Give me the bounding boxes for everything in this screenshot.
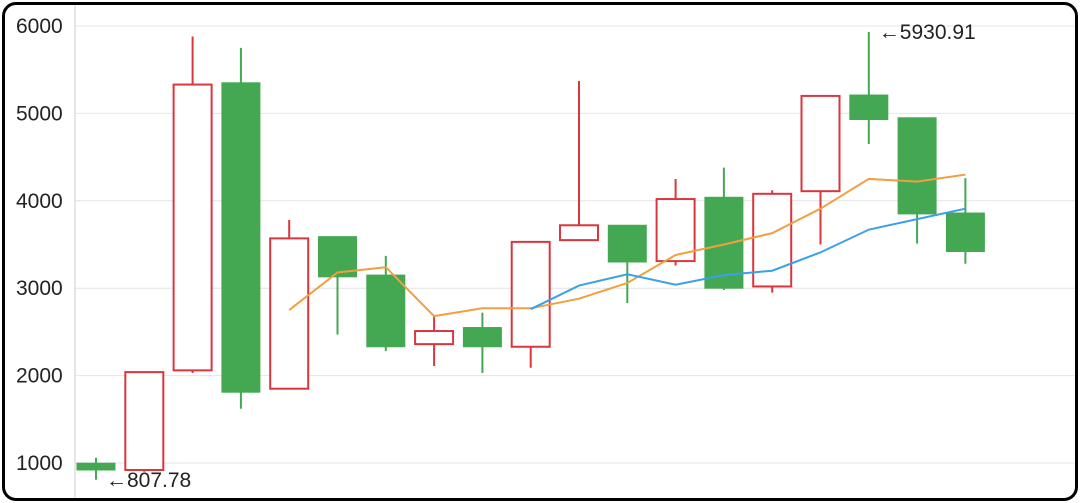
candle-up [510,240,551,368]
y-tick-label: 4000 [16,190,63,213]
extreme-value-label: ←5930.91 [879,21,976,44]
y-tick-label: 3000 [16,277,63,300]
candlestick-chart: 1000 2000 3000 4000 5000 6000 ←807.78 ←5930.91 [16,5,1075,498]
y-tick-label: 2000 [16,365,63,388]
candle-body [897,117,937,215]
candle-body [172,83,213,372]
candle-body [221,82,261,393]
moving-average-lines [288,173,966,318]
candle-down [366,255,406,352]
candle-down [704,167,744,290]
candle-body [849,94,889,121]
candle-up [752,190,793,293]
candle-body [124,371,165,471]
candle-down [76,457,116,480]
candle-up [800,94,841,245]
candle-body [366,274,406,348]
candle-down [849,32,889,144]
candle-body [559,224,599,242]
y-tick-label: 1000 [16,452,63,475]
candles [76,32,985,480]
moving-average-line [288,173,966,318]
candle-body [607,224,647,263]
moving-average-line [530,207,966,311]
candle-down [945,178,985,264]
extreme-value-label: ←807.78 [106,469,191,492]
candle-body [414,330,455,346]
candle-body [655,198,696,263]
candle-up [655,178,696,266]
candle-body [510,240,551,348]
candle-up [414,316,455,366]
candle-body [76,462,116,471]
annotations: ←807.78 ←5930.91 [106,21,976,492]
candle-up [172,36,213,373]
candle-body [945,212,985,252]
candle-body [462,327,502,348]
candle-down [221,47,261,409]
candle-body [269,237,310,390]
candle-up [269,220,310,390]
candle-up [559,81,599,242]
candle-down [462,312,502,373]
y-axis: 1000 2000 3000 4000 5000 6000 [16,5,76,498]
y-tick-label: 5000 [16,102,63,125]
candle-up [124,371,165,472]
y-tick-label: 6000 [16,15,63,38]
candle-down [607,224,647,304]
candle-down [318,236,357,335]
candle-body [800,94,841,193]
